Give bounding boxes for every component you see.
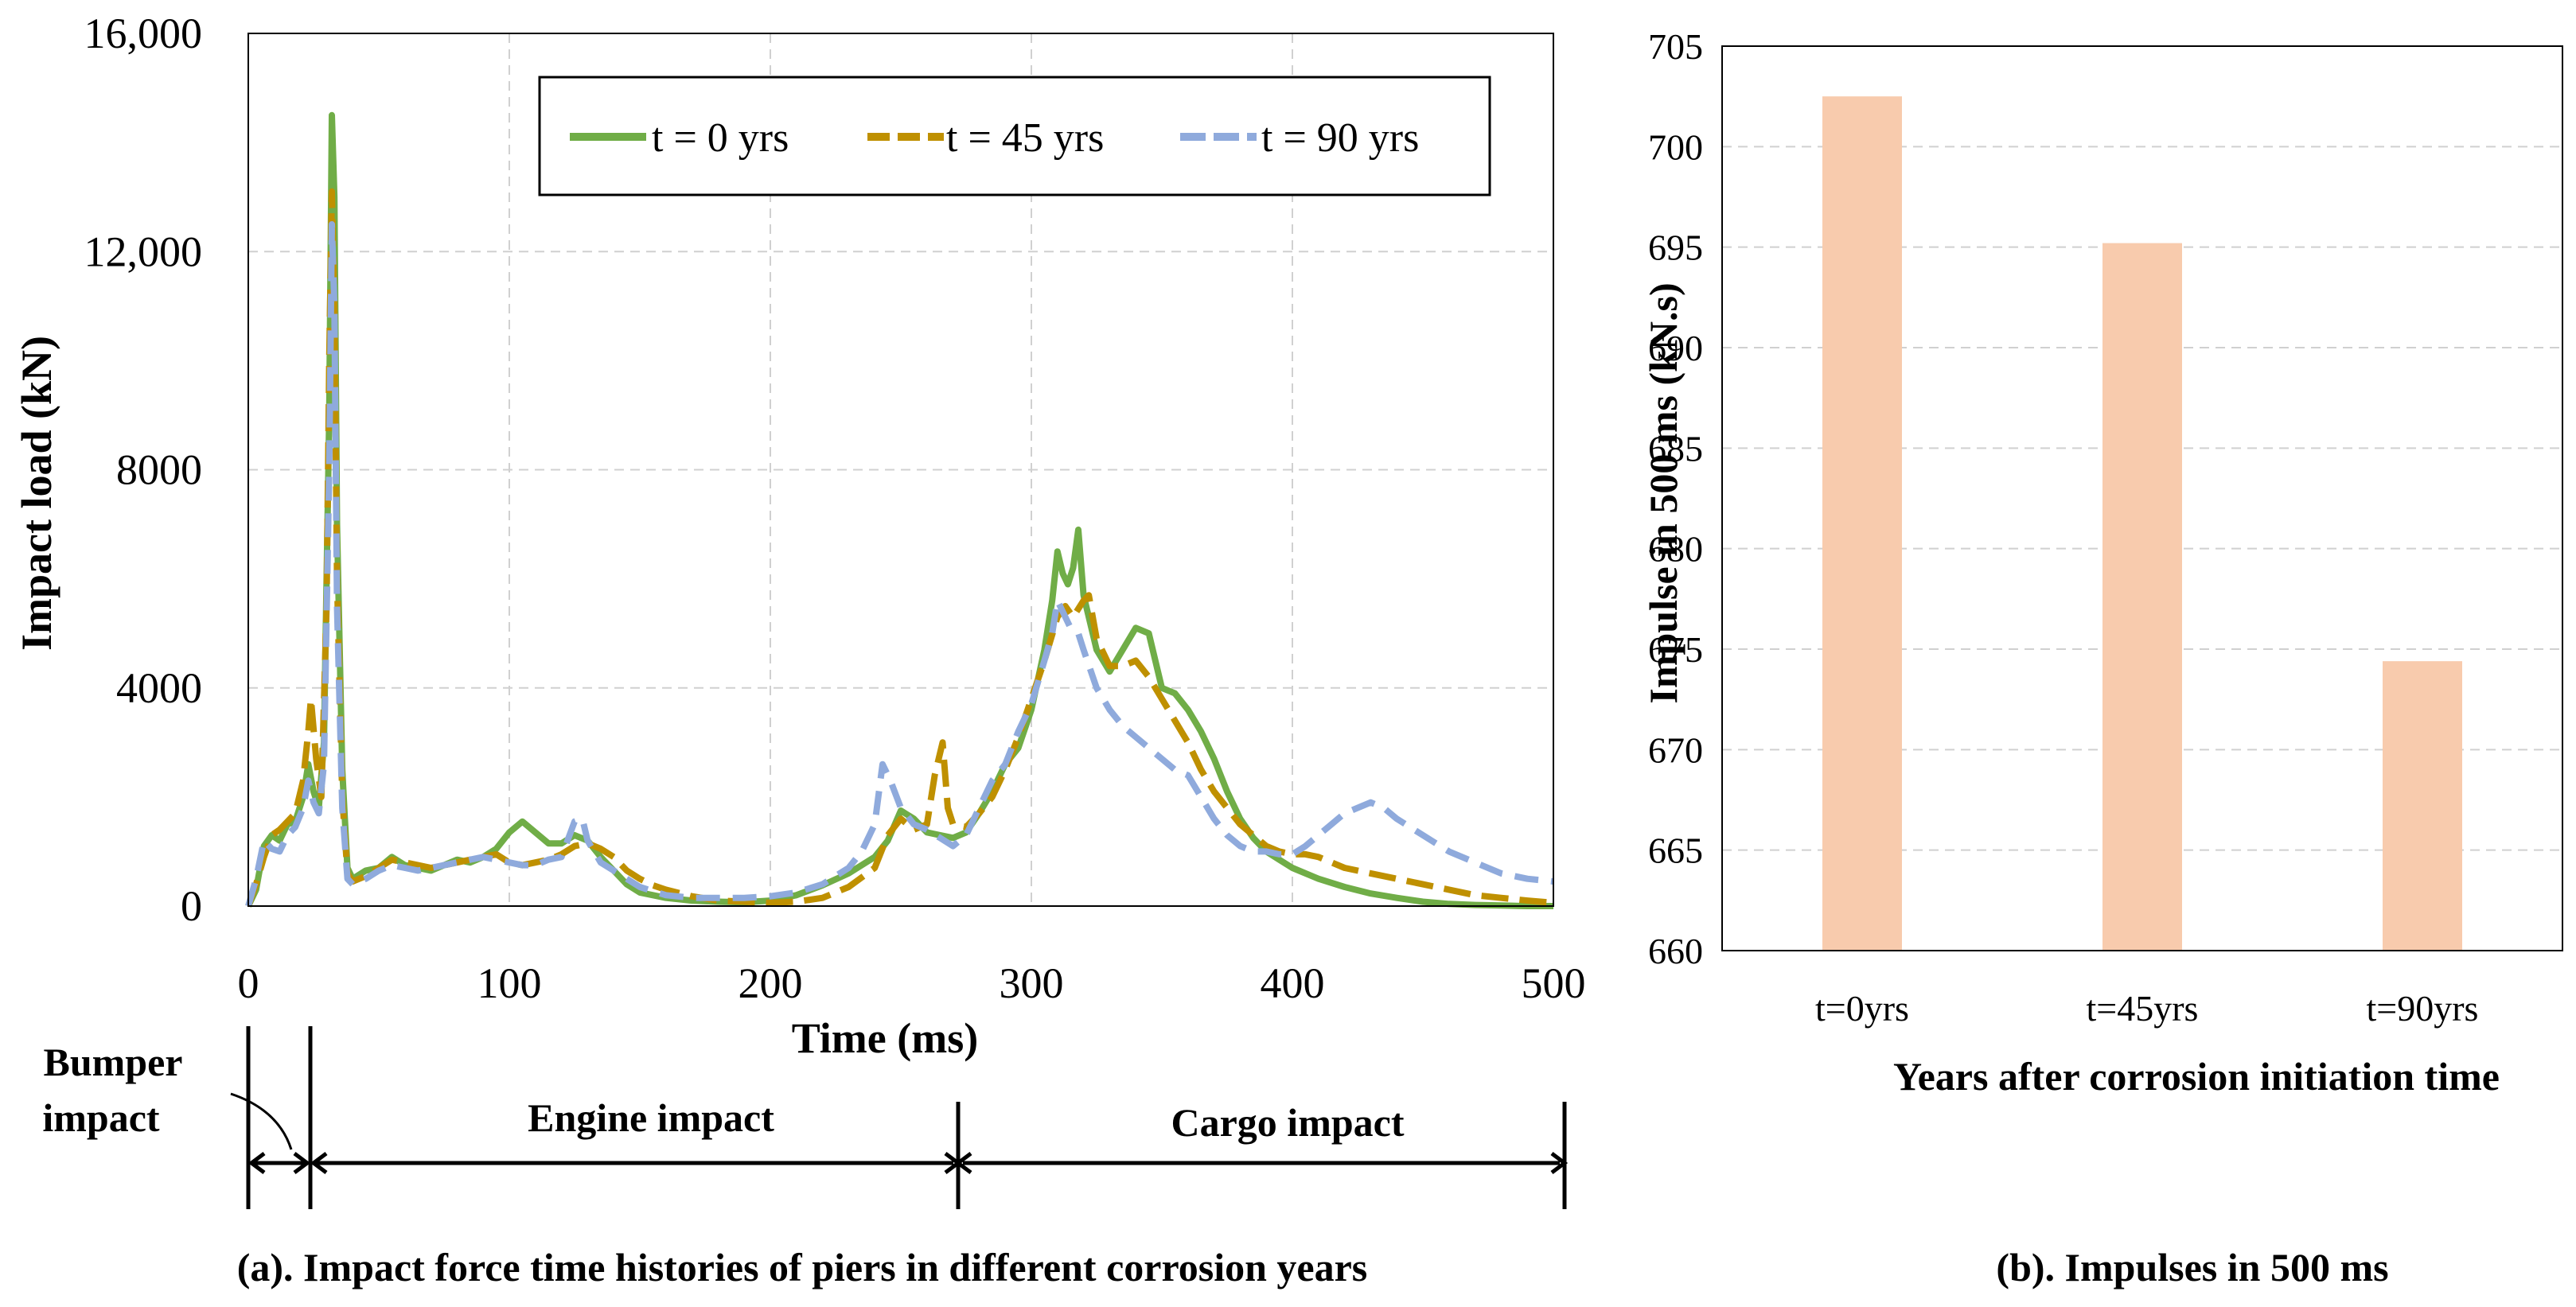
bar-chart-y-axis-title: Impulse in 500 ms (kN.s) [1641, 282, 1686, 703]
bar-chart-bars [1822, 96, 2462, 951]
caption-b: (b). Impulses in 500 ms [1996, 1245, 2388, 1289]
y-tick-label: 665 [1648, 830, 1703, 871]
series-line-t0 [245, 111, 1553, 909]
y-tick-label: 8000 [116, 446, 202, 494]
x-tick-label: 500 [1522, 959, 1586, 1007]
y-tick-label: 675 [1648, 629, 1703, 670]
bar-chart: 660 665 670 675 680 685 690 695 700 705 t=0yrs t=4… [1641, 26, 2563, 1289]
bar-t=45yrs [2102, 243, 2182, 951]
y-tick-label: 670 [1648, 729, 1703, 770]
arrowhead-cargo-left [954, 1152, 972, 1174]
y-tick-label: 4000 [116, 664, 202, 712]
arrowhead-bumper-left [247, 1152, 266, 1174]
legend-label-t90: t = 90 yrs [1261, 115, 1419, 161]
bar-chart-y-tick-labels: 660 665 670 675 680 685 690 695 700 705 [1648, 26, 1703, 971]
y-tick-label: 700 [1648, 126, 1703, 167]
series-line-t90 [245, 221, 1554, 908]
y-tick-label: 705 [1648, 26, 1703, 67]
line-chart-legend: t = 0 yrs t = 45 yrs t = 90 yrs [538, 76, 1491, 196]
impact-phase-annotation [230, 1026, 1569, 1209]
bar-t=90yrs [2383, 661, 2462, 951]
bar-t=0yrs [1822, 96, 1902, 951]
y-tick-label: 680 [1648, 529, 1703, 570]
x-tick-label: 200 [739, 959, 803, 1007]
x-tick-label: t=90yrs [2367, 988, 2479, 1029]
series-line-t45 [245, 188, 1554, 908]
legend-label-t0: t = 0 yrs [652, 115, 789, 161]
y-tick-label: 12,000 [84, 228, 203, 275]
line-chart-x-axis-title: Time (ms) [792, 1014, 978, 1062]
phase-label-bumper-line1: Bumper [44, 1040, 183, 1084]
line-chart-x-tick-labels: 0 100 200 300 400 500 [238, 959, 1586, 1007]
arrowhead-bumper-right [293, 1152, 311, 1174]
line-chart: 0 4000 8000 12,000 16,000 0 100 200 300 400 500 I… [13, 10, 1586, 1289]
arrowhead-engine-left [310, 1152, 328, 1174]
x-tick-label: t=45yrs [2087, 988, 2199, 1029]
line-chart-series [245, 111, 1554, 909]
line-chart-plot-frame [247, 33, 1554, 907]
arrowhead-cargo-right [1550, 1152, 1569, 1174]
y-tick-label: 690 [1648, 328, 1703, 368]
legend-label-t45: t = 45 yrs [946, 115, 1104, 161]
phase-label-cargo: Cargo impact [1171, 1100, 1405, 1145]
caption-a: (a). Impact force time histories of pier… [237, 1245, 1368, 1289]
x-tick-label: 400 [1261, 959, 1325, 1007]
bar-chart-plot-frame [1721, 45, 2563, 951]
y-tick-label: 0 [181, 882, 202, 930]
x-tick-label: t=0yrs [1815, 988, 1909, 1029]
y-tick-label: 660 [1648, 931, 1703, 971]
y-tick-label: 16,000 [84, 10, 203, 57]
line-chart-y-axis-title: Impact load (kN) [13, 336, 60, 651]
phase-label-engine: Engine impact [528, 1095, 774, 1140]
x-tick-label: 100 [477, 959, 542, 1007]
phase-label-bumper-line2: impact [42, 1095, 160, 1140]
x-tick-label: 0 [238, 959, 259, 1007]
legend-box [538, 76, 1491, 196]
line-chart-y-tick-labels: 0 4000 8000 12,000 16,000 [84, 10, 203, 930]
bar-chart-x-tick-labels: t=0yrs t=45yrs t=90yrs [1815, 988, 2478, 1029]
bumper-leader-line [230, 1092, 293, 1150]
y-tick-label: 695 [1648, 228, 1703, 268]
x-tick-label: 300 [1000, 959, 1064, 1007]
y-tick-label: 685 [1648, 428, 1703, 469]
bar-chart-x-axis-title: Years after corrosion initiation time [1893, 1054, 2500, 1099]
